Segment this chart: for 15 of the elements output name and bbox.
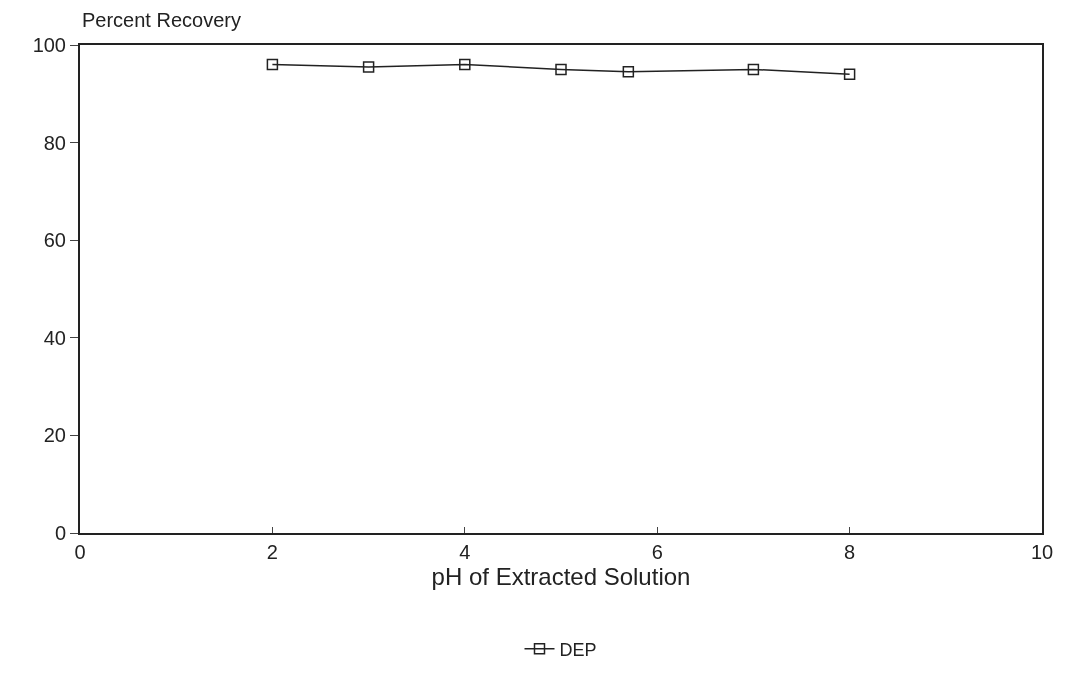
- y-tick-label: 80: [43, 131, 66, 154]
- y-tick-label: 0: [54, 522, 66, 544]
- x-tick-label: 10: [1030, 541, 1054, 563]
- x-tick-label: 6: [651, 541, 663, 563]
- y-tick-label: 20: [43, 424, 66, 447]
- x-tick-label: 8: [844, 541, 856, 563]
- x-tick-label: 4: [459, 541, 471, 563]
- y-axis-title: Percent Recovery: [82, 9, 241, 31]
- legend-label: DEP: [559, 639, 597, 660]
- y-tick-label: 60: [43, 229, 66, 252]
- y-tick-label: 40: [43, 326, 66, 349]
- y-tick-label: 100: [32, 34, 66, 56]
- x-tick-label: 0: [74, 541, 86, 563]
- x-tick-label: 2: [266, 541, 278, 563]
- x-axis-title: pH of Extracted Solution: [431, 563, 691, 590]
